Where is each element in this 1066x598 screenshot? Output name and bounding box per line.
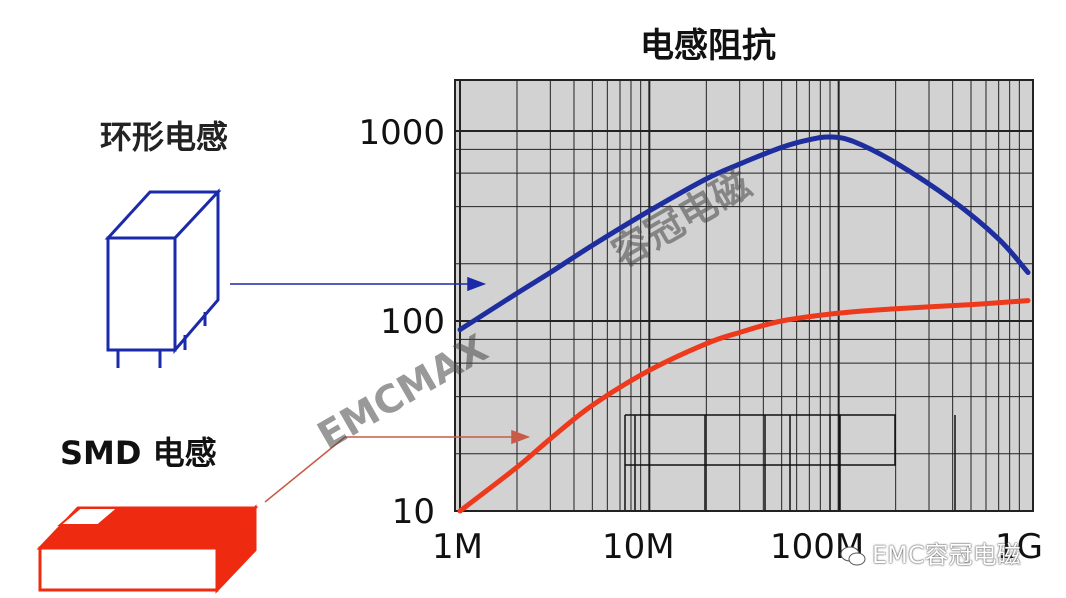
chart-title: 电感阻抗	[640, 26, 776, 66]
y-tick-label: 100	[380, 302, 445, 342]
smd-inductor-drawing	[36, 504, 259, 594]
x-tick-label: 1G	[995, 527, 1043, 567]
toroid-inductor-drawing	[104, 188, 222, 368]
x-tick-label: 1M	[432, 527, 483, 567]
measurement-overlay	[624, 414, 956, 510]
credit-text: EMC容冠电磁	[872, 541, 1021, 569]
smd-inductor-label: SMD 电感	[60, 434, 217, 472]
series-group	[457, 134, 1031, 514]
wechat-icon	[840, 546, 866, 566]
toroid-inductor-label: 环形电感	[100, 118, 229, 156]
x-tick-label: 10M	[602, 527, 675, 567]
source-credit: EMC容冠电磁	[840, 535, 1021, 570]
toroid-arrow	[230, 276, 487, 292]
smd-arrow	[264, 429, 531, 503]
y-tick-label: 1000	[358, 113, 445, 153]
y-tick-label: 10	[391, 492, 435, 532]
grid-lines	[455, 80, 1033, 512]
series-line-smd	[457, 298, 1031, 514]
series-line-toroid	[457, 134, 1031, 333]
